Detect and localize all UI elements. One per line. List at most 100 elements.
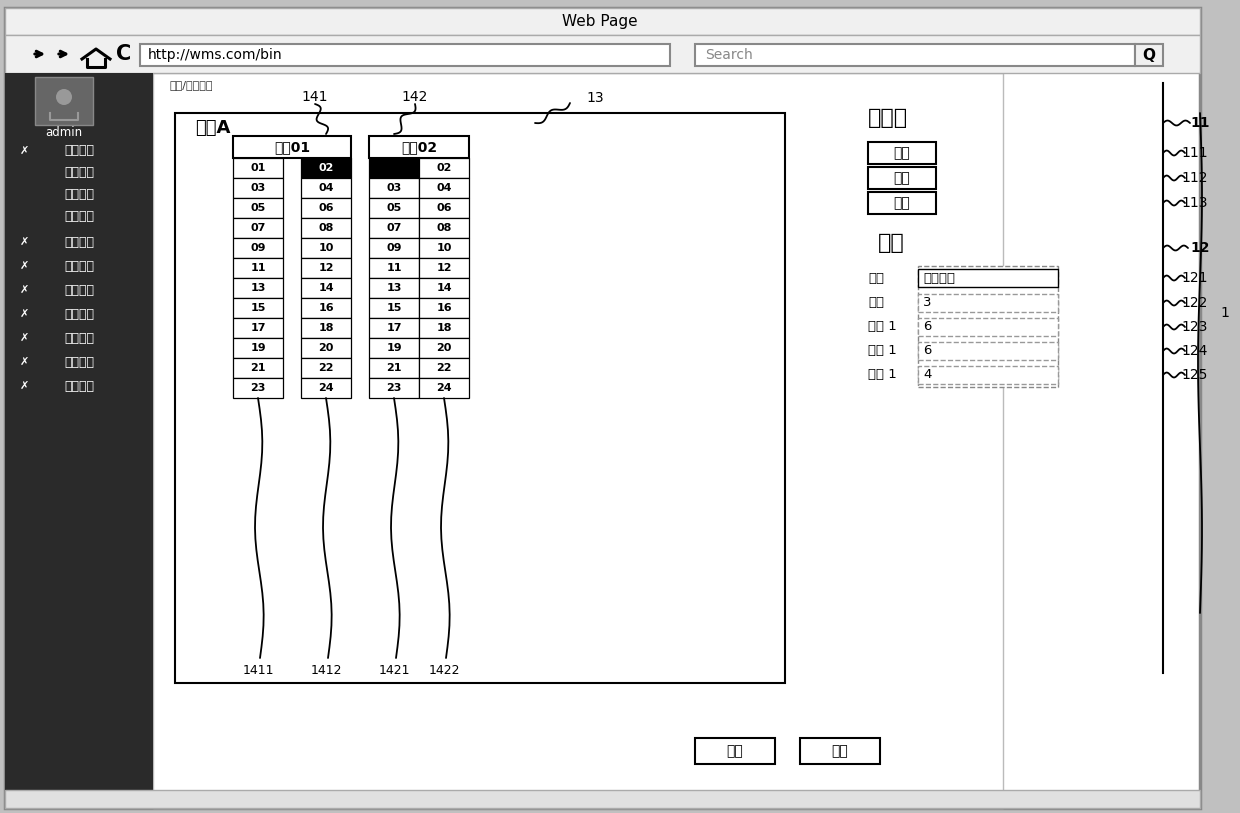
Text: 23: 23 bbox=[387, 383, 402, 393]
Text: 首页/库位管理: 首页/库位管理 bbox=[170, 80, 213, 90]
Bar bbox=[419, 298, 469, 318]
Bar bbox=[419, 218, 469, 238]
Text: 01: 01 bbox=[250, 163, 265, 173]
Bar bbox=[419, 278, 469, 298]
Text: 123: 123 bbox=[1182, 320, 1208, 334]
Text: 14: 14 bbox=[319, 283, 334, 293]
Text: 17: 17 bbox=[386, 323, 402, 333]
Text: 22: 22 bbox=[319, 363, 334, 373]
Bar bbox=[370, 238, 419, 258]
Text: 19: 19 bbox=[386, 343, 402, 353]
Text: 发货出库: 发货出库 bbox=[64, 307, 94, 320]
Text: 15: 15 bbox=[250, 303, 265, 313]
Text: 层数: 层数 bbox=[868, 297, 884, 310]
Text: 18: 18 bbox=[436, 323, 451, 333]
Text: 13: 13 bbox=[250, 283, 265, 293]
Text: 12: 12 bbox=[1190, 241, 1210, 255]
Bar bbox=[233, 218, 283, 238]
Text: 16: 16 bbox=[436, 303, 451, 313]
Text: 库存管理: 库存管理 bbox=[64, 284, 94, 297]
Text: ✗: ✗ bbox=[20, 285, 29, 295]
Text: 11: 11 bbox=[250, 263, 265, 273]
Bar bbox=[370, 158, 419, 178]
Text: 库区: 库区 bbox=[894, 146, 910, 160]
Bar bbox=[233, 318, 283, 338]
Bar bbox=[301, 278, 351, 298]
Text: 元件库: 元件库 bbox=[868, 108, 908, 128]
Text: 提交: 提交 bbox=[832, 744, 848, 758]
Text: 142: 142 bbox=[402, 90, 428, 104]
Text: 06: 06 bbox=[319, 203, 334, 213]
Circle shape bbox=[56, 89, 72, 105]
Text: 15: 15 bbox=[387, 303, 402, 313]
Bar bbox=[301, 158, 351, 178]
Text: 17: 17 bbox=[250, 323, 265, 333]
Bar bbox=[233, 238, 283, 258]
Text: 11: 11 bbox=[386, 263, 402, 273]
Text: 轻型库位: 轻型库位 bbox=[923, 272, 955, 285]
Bar bbox=[918, 342, 1058, 360]
Text: 06: 06 bbox=[436, 203, 451, 213]
Bar bbox=[233, 338, 283, 358]
Bar bbox=[175, 113, 785, 683]
Text: 09: 09 bbox=[250, 243, 265, 253]
Text: 23: 23 bbox=[250, 383, 265, 393]
Text: 13: 13 bbox=[387, 283, 402, 293]
Bar bbox=[301, 378, 351, 398]
Bar bbox=[419, 358, 469, 378]
Text: ✗: ✗ bbox=[20, 237, 29, 247]
Bar bbox=[233, 358, 283, 378]
Text: 通道01: 通道01 bbox=[274, 140, 310, 154]
Bar bbox=[370, 358, 419, 378]
Text: 13: 13 bbox=[587, 91, 604, 105]
Bar bbox=[1135, 44, 1163, 66]
Bar bbox=[301, 338, 351, 358]
Text: 通道02: 通道02 bbox=[401, 140, 436, 154]
Text: 09: 09 bbox=[386, 243, 402, 253]
Bar bbox=[233, 198, 283, 218]
Text: 05: 05 bbox=[387, 203, 402, 213]
Text: 07: 07 bbox=[250, 223, 265, 233]
Text: 04: 04 bbox=[436, 183, 451, 193]
Bar bbox=[233, 178, 283, 198]
Bar bbox=[918, 266, 1058, 387]
Text: 类型: 类型 bbox=[868, 272, 884, 285]
Text: ✗: ✗ bbox=[20, 357, 29, 367]
Text: 基本信息: 基本信息 bbox=[64, 145, 94, 158]
Text: 16: 16 bbox=[319, 303, 334, 313]
Text: 08: 08 bbox=[319, 223, 334, 233]
Bar bbox=[233, 158, 283, 178]
Text: 20: 20 bbox=[436, 343, 451, 353]
Bar bbox=[918, 366, 1058, 384]
Text: 1: 1 bbox=[1220, 306, 1229, 320]
Bar bbox=[419, 378, 469, 398]
Text: 125: 125 bbox=[1182, 368, 1208, 382]
Text: 位数 1: 位数 1 bbox=[868, 345, 897, 358]
Text: 位数 1: 位数 1 bbox=[868, 368, 897, 381]
Text: 质量检验: 质量检验 bbox=[64, 332, 94, 345]
Text: 收货入库: 收货入库 bbox=[64, 236, 94, 249]
Text: Search: Search bbox=[706, 48, 753, 62]
Bar bbox=[370, 318, 419, 338]
Text: C: C bbox=[117, 44, 131, 64]
Bar bbox=[153, 73, 1003, 808]
Text: 02: 02 bbox=[436, 163, 451, 173]
Text: ✗: ✗ bbox=[20, 309, 29, 319]
Text: 122: 122 bbox=[1182, 296, 1208, 310]
Text: 货架: 货架 bbox=[894, 196, 910, 210]
Text: 3: 3 bbox=[923, 297, 931, 310]
Bar bbox=[419, 178, 469, 198]
Text: 统计报表: 统计报表 bbox=[64, 355, 94, 368]
Text: 取消: 取消 bbox=[727, 744, 743, 758]
Bar bbox=[301, 358, 351, 378]
Text: 库区管理: 库区管理 bbox=[64, 189, 94, 202]
Bar bbox=[140, 44, 670, 66]
Bar bbox=[694, 738, 775, 764]
Bar bbox=[301, 218, 351, 238]
Bar bbox=[419, 318, 469, 338]
Bar bbox=[918, 318, 1058, 336]
Text: 仓库管理: 仓库管理 bbox=[64, 167, 94, 180]
Text: ✗: ✗ bbox=[20, 333, 29, 343]
Text: 03: 03 bbox=[250, 183, 265, 193]
Text: 121: 121 bbox=[1182, 271, 1208, 285]
